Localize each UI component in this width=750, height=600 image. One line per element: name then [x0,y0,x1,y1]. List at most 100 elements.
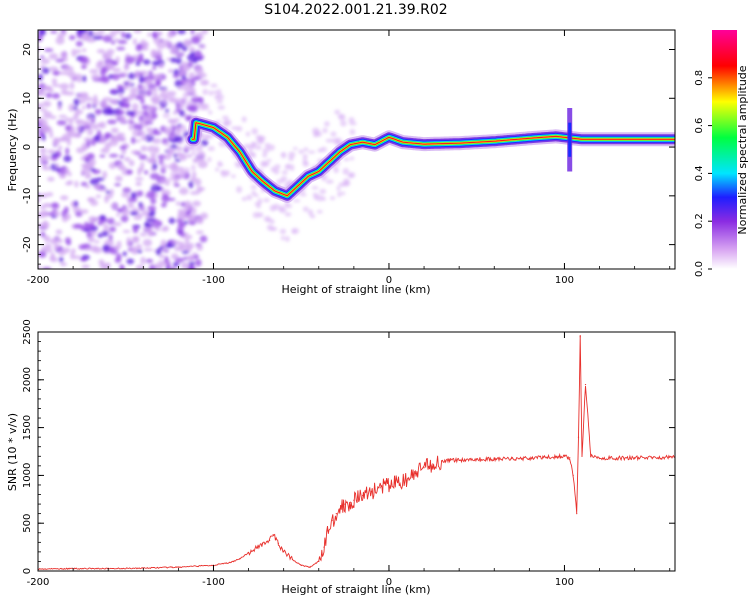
snr-point [634,457,636,459]
spectrogram-cell [81,258,87,262]
snr-point [584,383,587,386]
spectrogram-cell [155,49,162,56]
spectrogram-cell [142,110,149,117]
spectrogram-cell [190,87,196,95]
spectrogram-cell [99,214,106,221]
spectrogram-cell [117,133,122,138]
spectrogram-cell [104,132,112,138]
spectrogram-cell [146,127,154,133]
spectrogram-cell [198,151,205,155]
spectrogram-cell [43,48,54,52]
spectrogram-cell [154,263,159,269]
spectrogram-cell [152,92,158,96]
spectrogram-cell [129,211,139,216]
spectrogram-cell [152,128,159,135]
spectrogram-cell [176,146,183,152]
spectrogram-cell [47,176,55,182]
spectrogram-cell [84,184,91,189]
spectrogram-cell [40,204,46,210]
spectrogram-cell [257,198,263,205]
spectrogram-cell [44,235,51,243]
spectrogram-cell [140,256,146,265]
snr-xlabel: Height of straight line (km) [281,583,430,596]
spectrogram-cell [160,239,167,248]
spectrogram-cell [91,98,99,107]
spectrogram-cell [107,108,117,116]
spectrogram-cell [325,138,333,143]
spectrogram-cell [159,245,164,250]
snr-point [256,546,258,548]
spectrogram-cell [236,186,243,193]
spectrogram-cell [40,108,48,112]
spectrogram-cell [193,93,198,99]
spectrogram-cell [284,212,292,217]
spectrogram-cell [184,78,191,82]
spectrogram-cell [84,96,93,102]
spectrogram-cell [114,244,122,248]
spectrogram-cell [164,256,169,264]
snr-point [332,519,334,521]
spectrogram-cell [262,148,270,153]
spectrogram-cell [215,100,224,104]
snr-point [277,542,280,544]
spectrogram-cell [94,109,103,115]
spectrogram-cell [135,61,141,66]
spectrogram-cell [111,89,117,93]
spectrogram-cell [89,167,96,172]
spectrogram-cell [89,178,100,186]
spectrogram-ridge-band [191,122,675,197]
spectrogram-cell [93,94,98,102]
spectrogram-cell [223,119,232,126]
spectrogram-cell [144,75,155,81]
spectrogram-cell [322,127,328,134]
spectrogram-cell [122,229,131,233]
snr-point [230,561,232,563]
spectrogram-cell [208,110,213,115]
spectrogram-cell [104,196,109,204]
spectrogram-cell [167,177,175,181]
spectrogram-cell [119,145,127,150]
spectrogram-cell [266,158,272,163]
spectrogram-ytick-label: 20 [22,43,33,56]
spectrogram-cell [198,43,206,50]
spectrogram-cell [184,242,195,250]
spectrogram-cell [147,228,154,237]
spectrogram-cell [40,58,50,65]
spectrogram-cell [168,217,176,224]
spectrogram-cell [231,174,236,179]
spectrogram-cell [175,201,181,206]
spectrogram-cell [52,236,61,243]
spectrogram-cell [40,210,49,218]
spectrogram-cell [147,32,152,37]
spectrogram-cell [110,204,119,208]
spectrogram-cell [102,35,113,43]
spectrogram-cell [71,48,78,57]
spectrogram-cell [349,128,356,136]
spectrogram-cell [202,88,209,96]
snr-point [353,499,355,501]
spectrogram-cell [89,69,99,74]
spectrogram-ylabel: Frequency (Hz) [6,109,19,192]
snr-point [458,459,460,461]
spectrogram-cell [38,156,47,162]
spectrogram-cell [125,110,136,116]
spectrogram-cell [86,139,91,148]
spectrogram-cell [281,170,288,175]
spectrogram-cell [131,103,139,111]
spectrogram-cell [343,178,350,185]
snr-point [177,566,179,568]
spectrogram-cell [262,152,268,158]
spectrogram-cell [170,171,177,178]
spectrogram-cell [109,188,115,196]
snr-point [283,551,285,553]
spectrogram-cell [269,204,276,212]
spectrogram-cell [120,215,129,223]
spectrogram-cell [56,119,67,126]
spectrogram-cell [160,162,167,170]
spectrogram-cell [160,178,167,183]
spectrogram-cell [98,187,108,192]
spectrogram-cell [112,222,122,227]
spectrogram-frame [37,29,676,270]
